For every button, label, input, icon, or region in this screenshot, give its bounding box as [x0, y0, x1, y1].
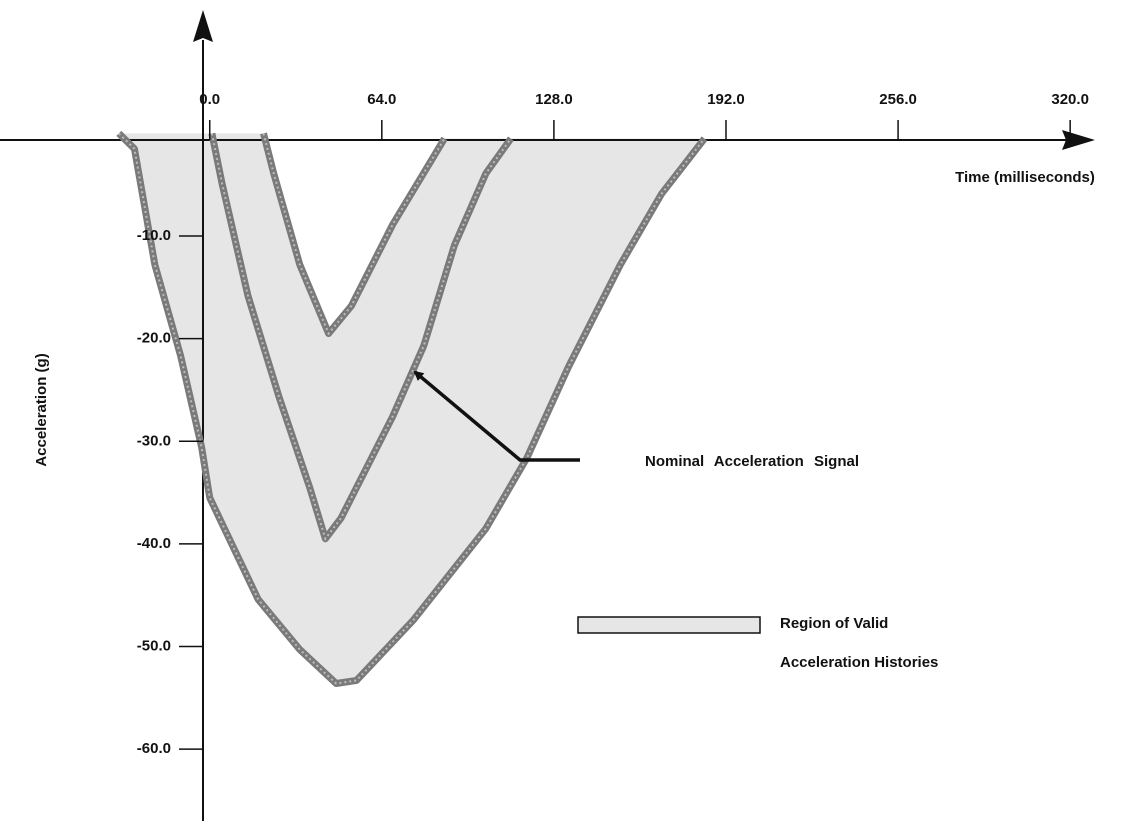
y-axis-label: Acceleration (g): [33, 353, 50, 466]
x-tick-label: 192.0: [707, 91, 745, 108]
x-tick-label: 64.0: [367, 91, 396, 108]
x-tick-label: 128.0: [535, 91, 573, 108]
annotation: Nominal Acceleration Signal: [645, 453, 859, 470]
x-axis-arrow: [1062, 130, 1095, 150]
y-axis-arrow: [193, 10, 213, 42]
x-tick-label: 256.0: [879, 91, 917, 108]
legend-label: Region of Valid: [780, 615, 888, 632]
x-tick-label: 0.0: [199, 91, 220, 108]
y-tick-label: -50.0: [137, 638, 171, 655]
curve-texture: [210, 133, 512, 541]
y-tick-label: -10.0: [137, 227, 171, 244]
x-tick-label: 320.0: [1051, 91, 1089, 108]
curve-texture: [118, 132, 706, 685]
legend-swatch: [577, 616, 761, 634]
y-tick-label: -60.0: [137, 740, 171, 757]
y-tick-label: -40.0: [137, 535, 171, 552]
y-tick-label: -30.0: [137, 432, 171, 449]
legend-label: Acceleration Histories: [780, 654, 938, 671]
valid-region: [118, 133, 705, 684]
x-axis-label: Time (milliseconds): [955, 169, 1095, 186]
curve-texture: [262, 133, 446, 336]
y-tick-label: -20.0: [137, 330, 171, 347]
annotation-arrow: [413, 370, 580, 462]
